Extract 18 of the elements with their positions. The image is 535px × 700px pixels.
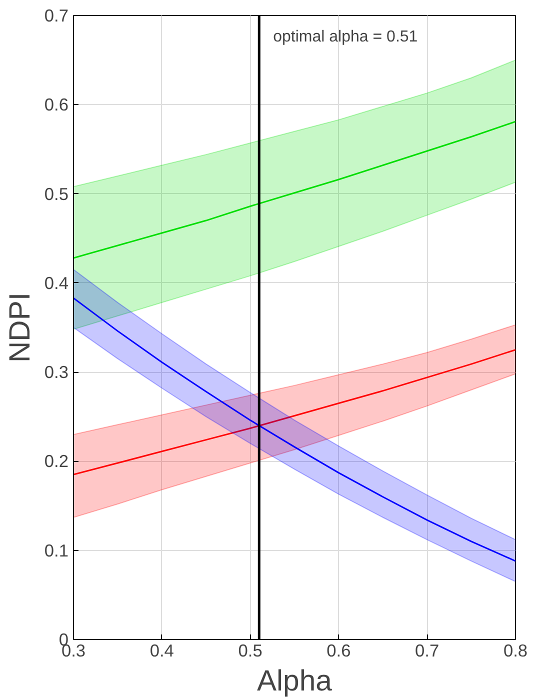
x-tick-label: 0.5 [238,640,262,660]
y-tick-label: 0.5 [44,184,69,204]
line-series [74,297,516,562]
x-axis-title: Alpha [256,664,333,698]
y-axis-title: NDPI [3,292,36,363]
y-tick-label: 0.2 [44,451,69,472]
line-series [74,120,516,259]
x-tick-label: 0.8 [503,640,528,660]
x-tick-label: 0.4 [150,640,174,660]
y-tick-label: 0.4 [44,272,69,293]
x-tick-label: 0.7 [415,640,440,660]
y-tick-label: 0.6 [44,94,69,115]
line-series [74,349,516,476]
y-tick-label: 0.3 [44,362,69,382]
x-tick-label: 0.6 [326,640,351,660]
ref-line-label: optimal alpha = 0.51 [273,28,418,46]
y-tick-label: 0.7 [44,6,69,26]
y-tick-label: 0.1 [44,540,69,560]
